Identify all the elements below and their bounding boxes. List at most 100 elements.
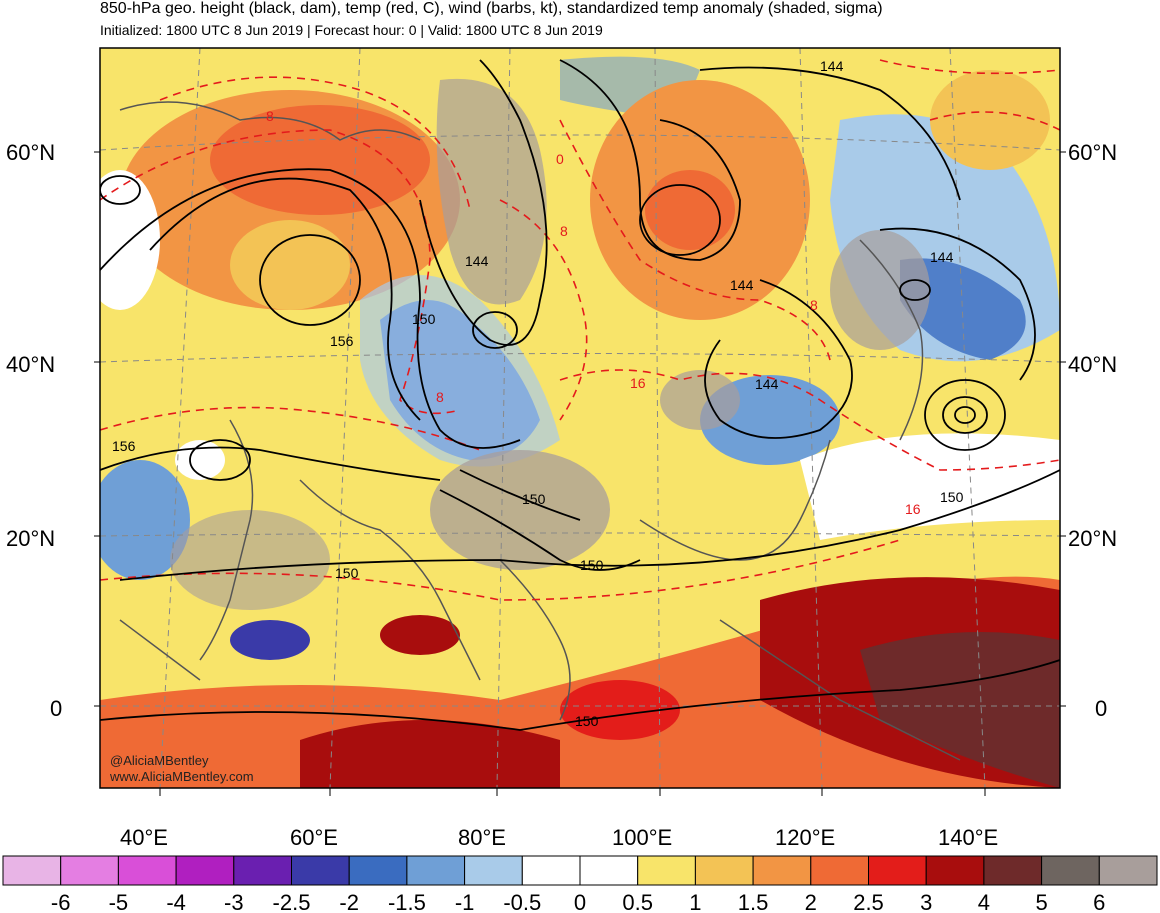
warm-anomaly-region — [560, 680, 680, 740]
height-label: 144 — [820, 58, 844, 74]
lon-label: 120°E — [775, 825, 835, 850]
lat-label-left: 0 — [50, 696, 62, 721]
temp-label: 8 — [560, 223, 568, 239]
lon-label: 60°E — [290, 825, 338, 850]
cold-anomaly-region — [360, 275, 560, 467]
height-contour-closed — [189, 439, 251, 481]
contour-labels: 144 144 144 144 144 150 150 150 150 150 … — [112, 58, 964, 729]
colorbar-swatch — [1041, 855, 1100, 886]
lat-label-left: 20°N — [6, 526, 55, 551]
colorbar-tick-label: 1 — [689, 890, 701, 913]
warm-anomaly-region — [380, 615, 460, 655]
colorbar-swatch — [2, 855, 62, 886]
lat-label-right: 20°N — [1068, 526, 1117, 551]
height-label: 150 — [412, 311, 436, 327]
strong-anomaly-region — [170, 510, 330, 610]
cold-anomaly-region — [900, 258, 1026, 360]
lat-label-right: 0 — [1095, 696, 1107, 721]
colorbar-swatch — [810, 855, 869, 886]
temp-label: 8 — [436, 389, 444, 405]
colorbar-swatch — [1098, 855, 1158, 886]
colorbar-swatch — [117, 855, 177, 886]
colorbar-tick-label: 2.5 — [853, 890, 884, 913]
height-label: 156 — [112, 438, 136, 454]
height-label: 156 — [330, 333, 354, 349]
cold-anomaly-region — [100, 460, 190, 580]
colorbar-tick-label: 2 — [805, 890, 817, 913]
colorbar-swatch — [694, 855, 754, 886]
neutral-anomaly-region — [100, 170, 160, 310]
colorbar-swatch — [637, 855, 696, 886]
colorbar-swatch — [406, 855, 466, 886]
credit-handle: @AliciaMBentley — [110, 753, 209, 768]
colorbar-swatch — [868, 855, 927, 886]
colorbar-swatch — [925, 855, 985, 886]
colorbar-tick-label: 5 — [1035, 890, 1047, 913]
colorbar-labels: -6 -5 -4 -3 -2.5 -2 -1.5 -1 -0.5 0 0.5 1 1.5 2 2.5 3 4 5 6 — [51, 890, 1106, 913]
height-label: 144 — [930, 249, 954, 265]
colorbar-tick-label: -4 — [166, 890, 186, 913]
strong-anomaly-region — [430, 450, 610, 570]
colorbar-swatch — [348, 855, 408, 886]
colorbar-swatch — [983, 855, 1043, 886]
height-contour-closed — [924, 379, 1006, 451]
lat-label-left: 60°N — [6, 140, 55, 165]
height-contours — [100, 59, 1060, 731]
colorbar-tick-label: 0.5 — [622, 890, 653, 913]
colorbar-swatch — [233, 855, 293, 886]
map-title: 850-hPa geo. height (black, dam), temp (… — [100, 0, 883, 17]
graticule — [100, 48, 1060, 788]
height-label: 144 — [465, 253, 489, 269]
temp-label: 8 — [810, 297, 818, 313]
coastlines — [119, 101, 961, 761]
lat-label-right: 60°N — [1068, 140, 1117, 165]
colorbar-swatch — [752, 855, 812, 886]
longitude-labels: 40°E 60°E 80°E 100°E 120°E 140°E — [120, 825, 998, 850]
cold-anomaly-region — [230, 620, 310, 660]
height-contour-closed — [472, 311, 518, 349]
height-label: 150 — [940, 489, 964, 505]
colorbar-swatch — [579, 855, 639, 886]
height-label: 144 — [730, 277, 754, 293]
colorbar-tick-label: 6 — [1093, 890, 1105, 913]
warm-anomaly-region — [230, 220, 350, 310]
colorbar-tick-label: -2.5 — [273, 890, 311, 913]
colorbar-swatch — [175, 855, 235, 886]
height-contour-closed — [899, 279, 931, 301]
height-label: 150 — [580, 557, 604, 573]
height-label: 150 — [522, 491, 546, 507]
colorbar-tick-label: -0.5 — [503, 890, 541, 913]
height-contour-closed — [954, 406, 976, 424]
lat-label-left: 40°N — [6, 352, 55, 377]
colorbar-swatch — [521, 855, 581, 886]
colorbar-swatch — [60, 855, 119, 886]
warm-anomaly-region — [645, 170, 735, 250]
colorbar-tick-label: -6 — [51, 890, 71, 913]
colorbar-tick-label: -1.5 — [388, 890, 426, 913]
temp-label: 16 — [905, 501, 921, 517]
map-panel: 144 144 144 144 144 150 150 150 150 150 … — [100, 48, 1060, 788]
lon-label: 100°E — [612, 825, 672, 850]
lon-label: 80°E — [458, 825, 506, 850]
colorbar — [2, 855, 1158, 886]
colorbar-swatch — [291, 855, 350, 886]
height-label: 144 — [755, 376, 779, 392]
colorbar-tick-label: 1.5 — [738, 890, 769, 913]
temp-label: 16 — [630, 375, 646, 391]
warm-anomaly-region — [930, 70, 1050, 170]
height-contour-closed — [639, 184, 721, 256]
latitude-labels: 60°N 40°N 20°N 0 60°N 40°N 20°N 0 — [6, 140, 1117, 721]
height-contour-closed — [259, 234, 361, 326]
temperature-contours — [100, 59, 1060, 601]
colorbar-tick-label: -2 — [339, 890, 359, 913]
neutral-anomaly-region — [800, 433, 1060, 540]
height-label: 150 — [575, 713, 599, 729]
colorbar-tick-label: 3 — [920, 890, 932, 913]
warm-anomaly-region — [300, 720, 560, 788]
strong-anomaly-region — [830, 230, 930, 350]
height-label: 150 — [335, 565, 359, 581]
height-contour-closed — [100, 175, 141, 205]
colorbar-tick-label: 0 — [574, 890, 586, 913]
map-subtitle: Initialized: 1800 UTC 8 Jun 2019 | Forec… — [100, 22, 603, 38]
